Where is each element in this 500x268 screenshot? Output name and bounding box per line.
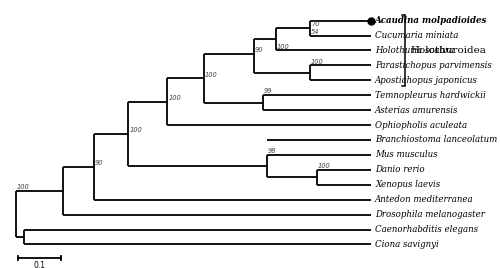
- Text: 90: 90: [254, 47, 263, 53]
- Text: Drosophila melanogaster: Drosophila melanogaster: [375, 210, 485, 219]
- Text: 100: 100: [16, 184, 30, 190]
- Text: Holothuria scabra: Holothuria scabra: [375, 46, 454, 55]
- Text: 100: 100: [168, 95, 181, 101]
- Text: Apostichopus japonicus: Apostichopus japonicus: [375, 76, 478, 85]
- Text: 54: 54: [311, 29, 320, 35]
- Text: Ciona savignyi: Ciona savignyi: [375, 240, 439, 249]
- Text: 100: 100: [276, 44, 289, 50]
- Text: Cucumaria miniata: Cucumaria miniata: [375, 31, 458, 40]
- Text: Danio rerio: Danio rerio: [375, 165, 424, 174]
- Text: Caenorhabditis elegans: Caenorhabditis elegans: [375, 225, 478, 234]
- Text: 100: 100: [318, 163, 330, 169]
- Text: Branchiostoma lanceolatum: Branchiostoma lanceolatum: [375, 135, 498, 144]
- Text: Mus musculus: Mus musculus: [375, 150, 438, 159]
- Text: 100: 100: [311, 59, 324, 65]
- Text: Ophiopholis aculeata: Ophiopholis aculeata: [375, 121, 467, 129]
- Text: Xenopus laevis: Xenopus laevis: [375, 180, 440, 189]
- Text: 99: 99: [264, 88, 272, 94]
- Text: Holothuroidea: Holothuroidea: [410, 46, 486, 55]
- Text: 70: 70: [311, 21, 320, 27]
- Text: 98: 98: [268, 148, 276, 154]
- Text: 100: 100: [205, 72, 218, 78]
- Text: 90: 90: [94, 160, 103, 166]
- Text: 0.1: 0.1: [34, 261, 46, 268]
- Text: Acaudina molpadioides: Acaudina molpadioides: [375, 16, 488, 25]
- Text: Asterias amurensis: Asterias amurensis: [375, 106, 458, 115]
- Text: 100: 100: [129, 127, 142, 133]
- Text: Antedon mediterranea: Antedon mediterranea: [375, 195, 474, 204]
- Text: Temnopleurus hardwickii: Temnopleurus hardwickii: [375, 91, 486, 100]
- Text: Parastichopus parvimensis: Parastichopus parvimensis: [375, 61, 492, 70]
